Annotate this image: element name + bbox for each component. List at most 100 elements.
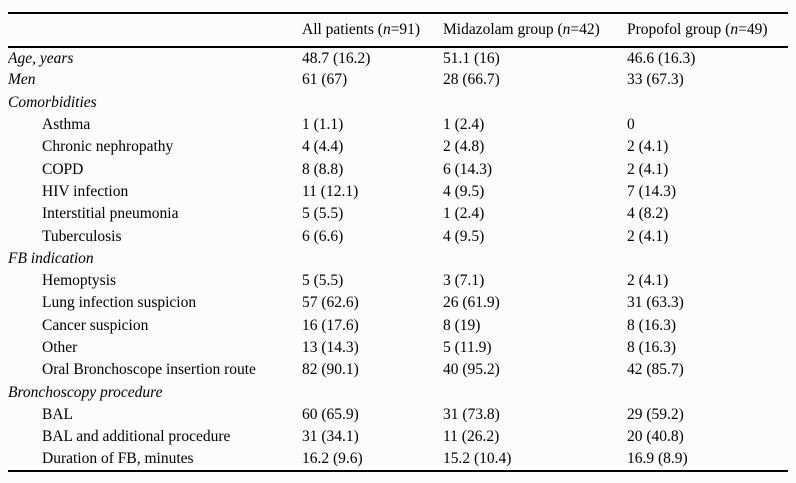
cell-value: 2 (4.1) [627, 138, 669, 156]
cell-value: 48.7 (16.2) [302, 49, 371, 67]
cell-value: 11 (26.2) [443, 428, 500, 446]
cell-value: 1 (1.1) [302, 116, 344, 134]
column-header-propofol: Propofol group (n=49) [627, 13, 788, 48]
cell-value: 2 (4.1) [627, 272, 669, 290]
cell-value [443, 381, 627, 403]
table-body: Age, years 48.7 (16.2) 51.1 (16) 46.6 (16.3… [8, 47, 788, 471]
cell-value: 2 (4.1) [627, 160, 669, 178]
cell-value: 1 (2.4) [443, 205, 485, 223]
row-label: BAL and additional procedure [42, 428, 231, 446]
column-header-n: n [730, 21, 739, 38]
cell-value: 8 (16.3) [627, 339, 677, 356]
table-row: Duration of FB, minutes 16.2 (9.6) 15.2 (1… [8, 448, 788, 470]
cell-value: 40 (95.2) [443, 361, 500, 379]
cell-value: 28 (66.7) [443, 71, 500, 89]
cell-value: 8 (19) [443, 316, 481, 334]
table-row: Tuberculosis 6 (6.6) 4 (9.5) 2 (4.1) [8, 225, 788, 247]
table-row: HIV infection 11 (12.1) 4 (9.5) 7 (14.3) [8, 181, 788, 203]
column-header-text: Propofol group ( [627, 21, 731, 38]
cell-value: 51.1 (16) [443, 49, 500, 67]
table-row: Hemoptysis 5 (5.5) 3 (7.1) 2 (4.1) [8, 270, 788, 292]
cell-value: 5 (5.5) [302, 205, 344, 223]
cell-value: 31 (34.1) [302, 428, 359, 446]
row-label: Age, years [8, 49, 74, 67]
cell-value: 26 (61.9) [443, 294, 500, 312]
column-header-empty [8, 13, 302, 48]
cell-value: 5 (5.5) [302, 272, 344, 290]
table-row: Chronic nephropathy 4 (4.4) 2 (4.8) 2 (4.1) [8, 136, 788, 158]
cell-value: 4 (9.5) [443, 182, 485, 200]
cell-value: 20 (40.8) [627, 428, 684, 446]
cell-value: 2 (4.1) [627, 227, 669, 245]
cell-value: 4 (8.2) [627, 205, 669, 223]
table-row: COPD 8 (8.8) 6 (14.3) 2 (4.1) [8, 158, 788, 180]
cell-value: 61 (67) [302, 71, 348, 89]
cell-value: 8 (8.8) [302, 160, 344, 178]
table-header-row: All patients (n=91) Midazolam group (n=4… [8, 13, 788, 48]
row-label: Duration of FB, minutes [42, 449, 194, 467]
column-header-text: All patients ( [302, 21, 383, 38]
table-row: FB indication [8, 248, 788, 270]
cell-value: 46.6 (16.3) [627, 49, 696, 67]
row-label: FB indication [8, 249, 94, 267]
cell-value: 4 (9.5) [443, 227, 485, 245]
document-page: All patients (n=91) Midazolam group (n=4… [8, 12, 788, 472]
table-row: Other 13 (14.3) 5 (11.9) 8 (16.3) [8, 337, 788, 359]
patient-characteristics-table: All patients (n=91) Midazolam group (n=4… [8, 12, 788, 472]
table-row: Oral Bronchoscope insertion route 82 (90.… [8, 359, 788, 381]
cell-value [443, 248, 627, 270]
column-header-n: n [562, 21, 571, 38]
cell-value: 33 (67.3) [627, 71, 684, 89]
cell-value: 6 (6.6) [302, 227, 344, 245]
column-header-n: n [382, 21, 391, 38]
table-row: BAL 60 (65.9) 31 (73.8) 29 (59.2) [8, 404, 788, 426]
cell-value: 82 (90.1) [302, 361, 359, 379]
cell-value: 5 (11.9) [443, 339, 492, 356]
table-row: Lung infection suspicion 57 (62.6) 26 (61.… [8, 292, 788, 314]
cell-value: 1 (2.4) [443, 116, 485, 134]
row-label: Hemoptysis [42, 272, 117, 290]
cell-value: 16.9 (8.9) [627, 449, 688, 467]
column-header-midazolam: Midazolam group (n=42) [443, 13, 627, 48]
table-row: Asthma 1 (1.1) 1 (2.4) 0 [8, 114, 788, 136]
cell-value: 57 (62.6) [302, 294, 359, 312]
table-row: BAL and additional procedure 31 (34.1) 11 … [8, 426, 788, 448]
cell-value: 60 (65.9) [302, 405, 359, 423]
row-label: Bronchoscopy procedure [8, 383, 163, 401]
table-row: Interstitial pneumonia 5 (5.5) 1 (2.4) 4 (8… [8, 203, 788, 225]
row-label: Oral Bronchoscope insertion route [42, 361, 256, 379]
table-row: Cancer suspicion 16 (17.6) 8 (19) 8 (16.3) [8, 315, 788, 337]
table-row: Comorbidities [8, 92, 788, 114]
cell-value [627, 248, 788, 270]
cell-value [302, 92, 443, 114]
cell-value: 16.2 (9.6) [302, 449, 363, 467]
column-header-text: Midazolam group ( [443, 21, 563, 38]
row-label: Lung infection suspicion [42, 294, 197, 312]
cell-value: 29 (59.2) [627, 405, 684, 423]
row-label: Interstitial pneumonia [42, 205, 179, 223]
cell-value: 0 [627, 116, 635, 134]
table-row: Age, years 48.7 (16.2) 51.1 (16) 46.6 (16.3… [8, 47, 788, 69]
table-row: Men 61 (67) 28 (66.7) 33 (67.3) [8, 69, 788, 91]
cell-value [302, 381, 443, 403]
row-label: Men [8, 71, 36, 89]
row-label: Tuberculosis [42, 227, 122, 245]
row-label: Cancer suspicion [42, 316, 149, 334]
row-label: Asthma [42, 116, 91, 134]
cell-value: 3 (7.1) [443, 272, 485, 290]
cell-value: 8 (16.3) [627, 316, 677, 334]
row-label: BAL [42, 405, 73, 423]
row-label: HIV infection [42, 182, 129, 200]
column-header-text: =49) [738, 21, 768, 38]
column-header-text: =42) [570, 21, 600, 38]
cell-value [302, 248, 443, 270]
cell-value: 13 (14.3) [302, 339, 359, 356]
cell-value: 15.2 (10.4) [443, 449, 512, 467]
row-label: COPD [42, 160, 84, 178]
row-label: Comorbidities [8, 93, 97, 111]
cell-value: 2 (4.8) [443, 138, 485, 156]
cell-value: 7 (14.3) [627, 182, 677, 200]
cell-value [443, 92, 627, 114]
cell-value: 4 (4.4) [302, 138, 344, 156]
cell-value: 11 (12.1) [302, 182, 359, 200]
